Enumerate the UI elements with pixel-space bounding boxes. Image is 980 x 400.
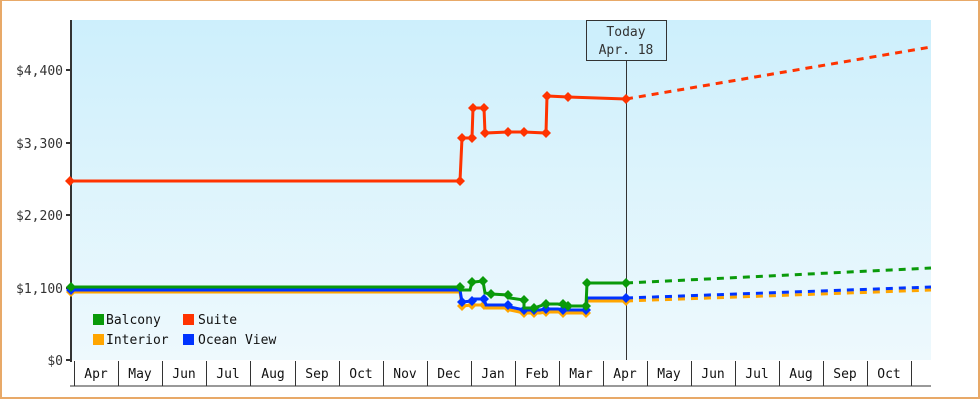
x-tick-label: Sep xyxy=(305,367,329,382)
y-tick-label: $0 xyxy=(47,354,63,369)
x-tick-label: Jul xyxy=(745,367,768,382)
y-ticks: $4,400 $3,300 $2,200 $1,100 $0 xyxy=(16,64,71,369)
legend-swatch-interior xyxy=(93,334,104,345)
legend-swatch-balcony xyxy=(93,314,104,325)
legend-label: Balcony xyxy=(106,313,161,328)
x-tick-label: Sep xyxy=(833,367,857,382)
x-tick-label: Jan xyxy=(481,367,504,382)
legend-swatch-ocean-view xyxy=(183,334,194,345)
series-balcony xyxy=(66,266,932,313)
x-tick-label: Oct xyxy=(349,367,372,382)
x-tick-label: Nov xyxy=(393,367,417,382)
legend-item-interior[interactable]: Interior xyxy=(93,333,169,348)
legend-label: Suite xyxy=(198,313,237,328)
today-date: Apr. 18 xyxy=(599,43,654,58)
x-tick-label: Jul xyxy=(216,367,239,382)
y-tick-label: $3,300 xyxy=(16,137,63,152)
legend-label: Interior xyxy=(106,333,169,348)
legend: Balcony Suite Interior Ocean View xyxy=(93,313,276,348)
x-tick-label: Feb xyxy=(525,367,549,382)
x-axis: Apr May Jun Jul Aug Sep Oct Nov Dec Jan … xyxy=(70,361,931,387)
x-tick-label: Apr xyxy=(84,367,108,382)
legend-item-suite[interactable]: Suite xyxy=(183,313,237,328)
series-suite xyxy=(65,45,932,186)
plot-area xyxy=(71,20,931,360)
x-tick-label: Jun xyxy=(172,367,195,382)
x-tick-label: May xyxy=(657,367,681,382)
x-tick-label: Aug xyxy=(789,367,812,382)
y-tick-label: $2,200 xyxy=(16,209,63,224)
x-tick-label: May xyxy=(128,367,152,382)
x-tick-label: Apr xyxy=(613,367,637,382)
x-tick-label: Jun xyxy=(701,367,724,382)
legend-item-ocean-view[interactable]: Ocean View xyxy=(183,333,276,348)
legend-item-balcony[interactable]: Balcony xyxy=(93,313,161,328)
legend-label: Ocean View xyxy=(198,333,276,348)
x-tick-label: Oct xyxy=(877,367,900,382)
today-label: Today xyxy=(606,25,645,40)
x-tick-label: Mar xyxy=(569,367,593,382)
y-tick-label: $1,100 xyxy=(16,282,63,297)
y-tick-label: $4,400 xyxy=(16,64,63,79)
legend-swatch-suite xyxy=(183,314,194,325)
x-tick-label: Aug xyxy=(261,367,284,382)
x-tick-label: Dec xyxy=(437,367,460,382)
today-marker: Today Apr. 18 xyxy=(586,20,667,360)
